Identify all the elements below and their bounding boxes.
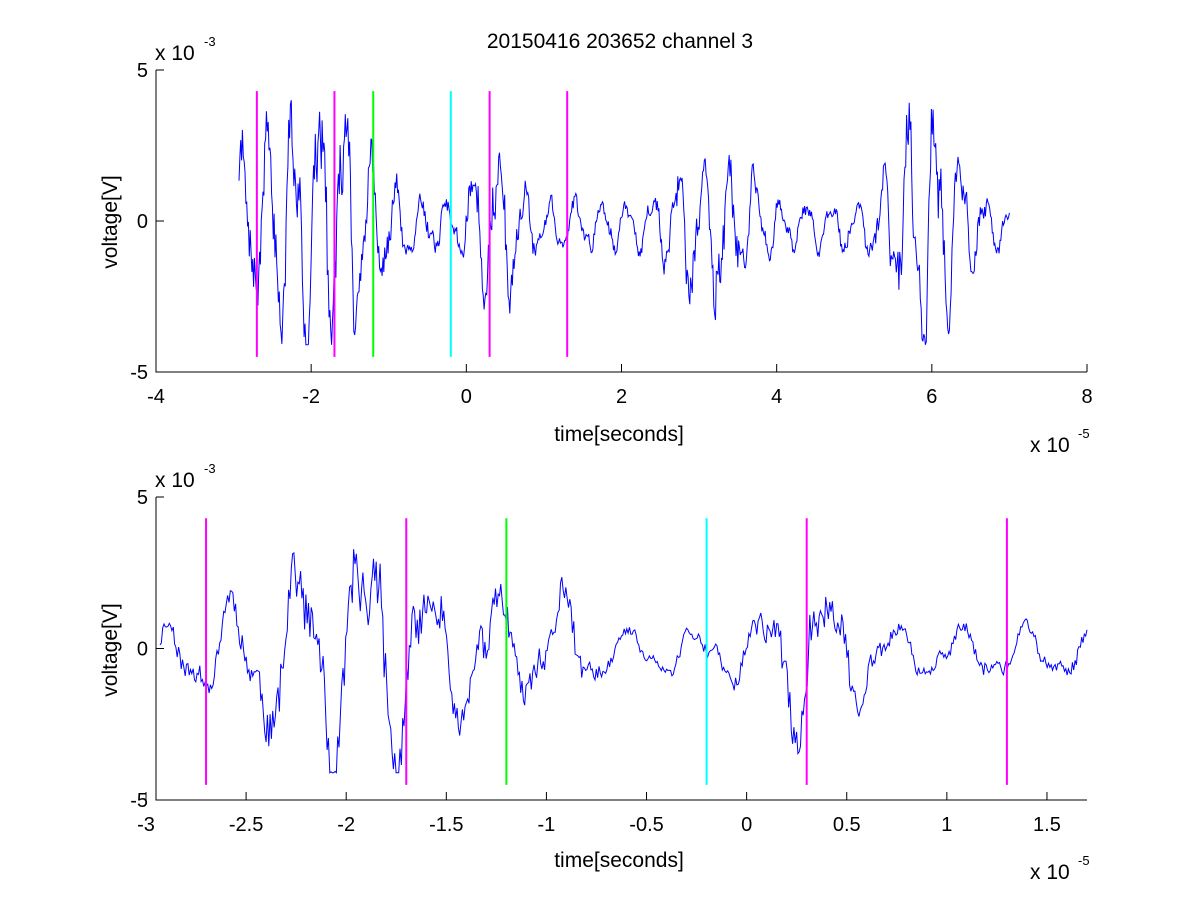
x-tick-label: 1.5	[1033, 814, 1061, 836]
x-tick-label: 6	[926, 386, 937, 408]
x-multiplier: x 10	[1030, 434, 1070, 457]
x-tick-label: -2	[337, 814, 355, 836]
x-tick-label: -0.5	[629, 814, 663, 836]
y-tick-label: 0	[137, 639, 148, 661]
x-tick-label: -2.5	[229, 814, 263, 836]
y-tick-label: 5	[137, 487, 148, 509]
x-axis-label: time[seconds]	[554, 849, 684, 872]
x-tick-label: 4	[771, 386, 782, 408]
x-tick-label: 2	[616, 386, 627, 408]
plot-zoomed-record: x 10 -3 voltage[V] time[seconds] x 10 -5…	[99, 461, 1090, 884]
y-multiplier-exponent: -3	[204, 461, 216, 476]
y-axis-label: voltage[V]	[99, 175, 122, 268]
x-tick-label: 0	[741, 814, 752, 836]
x-multiplier-exponent: -5	[1078, 853, 1090, 868]
x-multiplier-exponent: -5	[1078, 426, 1090, 441]
x-tick-label: -2	[302, 386, 320, 408]
y-tick-label: -5	[130, 362, 148, 384]
x-multiplier: x 10	[1030, 861, 1070, 884]
x-tick-label: -3	[137, 814, 155, 836]
x-tick-label: 1	[941, 814, 952, 836]
x-tick-label: 0	[461, 386, 472, 408]
y-multiplier: x 10	[155, 42, 195, 65]
figure-title: 20150416 203652 channel 3	[487, 30, 753, 53]
x-tick-label: -4	[147, 386, 165, 408]
x-tick-label: -1.5	[429, 814, 463, 836]
y-tick-label: 0	[137, 211, 148, 233]
axes-frame	[155, 497, 1087, 801]
signal-trace	[238, 100, 1010, 346]
y-tick-label: 5	[137, 60, 148, 82]
signal-trace	[159, 549, 1088, 774]
x-tick-label: -1	[538, 814, 556, 836]
y-tick-label: -5	[130, 790, 148, 812]
plot-full-record: x 10 -3 voltage[V] time[seconds] x 10 -5…	[99, 34, 1093, 457]
y-multiplier: x 10	[155, 469, 195, 492]
y-axis-label: voltage[V]	[99, 603, 122, 696]
x-axis-label: time[seconds]	[554, 423, 684, 446]
x-tick-label: 8	[1081, 386, 1092, 408]
x-tick-label: 0.5	[833, 814, 861, 836]
y-multiplier-exponent: -3	[204, 34, 216, 49]
